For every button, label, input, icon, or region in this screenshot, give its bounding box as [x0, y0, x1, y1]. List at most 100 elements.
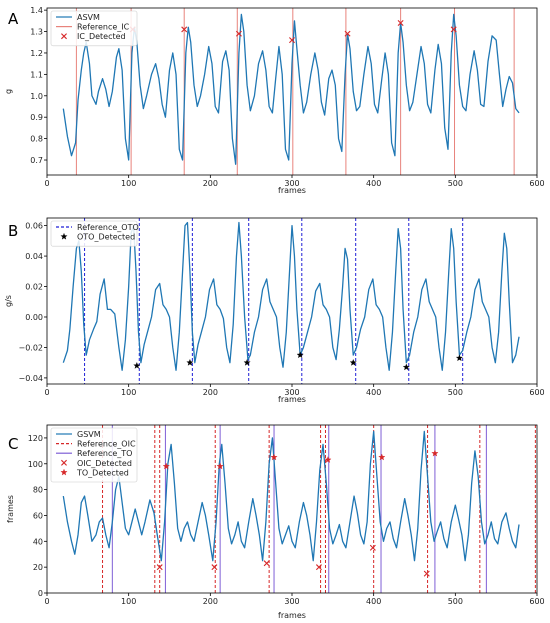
y-tick-label: 0.00 — [25, 313, 43, 322]
y-tick-label: 1.1 — [30, 70, 43, 79]
x-tick-label: 400 — [366, 388, 381, 397]
x-tick-label: 100 — [121, 388, 136, 397]
y-tick-label: 120 — [28, 434, 43, 443]
panel-letter: A — [8, 10, 19, 28]
marker-0-4 — [344, 30, 351, 37]
legend-item: OIC_Detected — [61, 459, 132, 468]
legend-item: TO_Detected — [60, 468, 129, 477]
legend-item: Reference_TO — [56, 449, 132, 458]
series-line-0 — [62, 430, 520, 562]
legend-label: ASVM — [77, 13, 100, 22]
y-tick-label: 100 — [28, 460, 43, 469]
legend-box — [50, 10, 138, 47]
plot-area — [62, 425, 536, 593]
y-tick-label: 40 — [33, 537, 43, 546]
legend-marker — [61, 459, 67, 466]
legend-label: Reference_OTO — [77, 223, 139, 232]
x-tick-label: 300 — [284, 597, 299, 606]
marker-0-2 — [235, 30, 242, 37]
x-tick-label: 300 — [284, 179, 299, 188]
y-tick-label: 0.9 — [30, 113, 43, 122]
panel-letter: C — [8, 435, 18, 453]
x-tick-label: 400 — [366, 597, 381, 606]
legend-label: IC_Detected — [77, 32, 126, 41]
marker-1-2 — [270, 453, 278, 461]
x-axis-label: frames — [278, 186, 306, 195]
x-tick-label: 200 — [203, 179, 218, 188]
y-axis-label: g/s — [4, 295, 13, 307]
y-tick-label: 0.04 — [25, 252, 43, 261]
x-tick-label: 500 — [448, 179, 463, 188]
legend-item: Reference_OIC — [56, 440, 136, 449]
y-tick-label: 1.0 — [30, 92, 43, 101]
x-tick-label: 200 — [203, 388, 218, 397]
marker-0-2 — [243, 358, 251, 366]
legend-label: Reference_IC — [77, 23, 130, 32]
y-tick-label: 20 — [33, 563, 43, 572]
marker-0-6 — [455, 354, 463, 362]
marker-1-3 — [324, 456, 332, 463]
y-tick-label: 0.06 — [25, 222, 43, 231]
y-tick-label: 1.4 — [30, 6, 43, 15]
marker-0-4 — [369, 544, 376, 551]
x-tick-label: 200 — [203, 597, 218, 606]
x-tick-label: 600 — [529, 388, 544, 397]
legend-label: Reference_OIC — [77, 440, 136, 449]
plot-area — [62, 218, 520, 384]
x-tick-label: 0 — [44, 179, 49, 188]
y-tick-label: 1.3 — [30, 28, 43, 37]
series-line-0 — [62, 221, 520, 371]
legend-item: GSVM — [56, 430, 101, 439]
legend-box — [50, 427, 138, 483]
legend-item: Reference_IC — [56, 23, 130, 32]
legend-label: OTO_Detected — [77, 233, 135, 242]
x-tick-label: 0 — [44, 597, 49, 606]
marker-0-5 — [397, 19, 404, 26]
marker-0-1 — [186, 358, 194, 366]
y-tick-label: 0.02 — [25, 283, 43, 292]
marker-0-3 — [315, 564, 322, 571]
legend: GSVMReference_OICReference_TOOIC_Detecte… — [50, 427, 138, 483]
marker-0-1 — [181, 26, 188, 33]
marker-0-2 — [263, 560, 270, 567]
marker-0-3 — [296, 351, 304, 359]
marker-0-0 — [133, 361, 141, 369]
panel-b: 0 100 200 300 400 500 600 −0.04 −0.02 0.00 0.02 0.0… — [4, 217, 545, 404]
legend-box — [50, 220, 138, 247]
y-axis-label: frames — [6, 495, 15, 523]
y-tick-label: −0.02 — [18, 343, 43, 352]
y-tick-label: 0.8 — [30, 135, 43, 144]
legend-item: Reference_OTO — [56, 223, 139, 232]
panel-c: 0 100 200 300 400 500 600 0 20 40 60 80 100 120 frames… — [6, 424, 545, 620]
y-tick-label: 1.2 — [30, 49, 43, 58]
x-axis-label: frames — [278, 395, 306, 404]
marker-0-1 — [211, 564, 218, 571]
x-tick-label: 300 — [284, 388, 299, 397]
panel-a: 0 100 200 300 400 500 600 0.7 0.8 0.9 1.0 1.1 1.2 1.3… — [4, 6, 545, 195]
legend-label: GSVM — [77, 430, 101, 439]
y-tick-label: 0 — [38, 589, 43, 598]
x-tick-label: 500 — [448, 388, 463, 397]
panel-letter: B — [8, 222, 18, 240]
x-tick-label: 500 — [448, 597, 463, 606]
marker-0-5 — [423, 570, 430, 577]
x-axis-label: frames — [278, 611, 306, 620]
y-tick-label: 0.7 — [30, 156, 43, 165]
marker-1-1 — [216, 462, 224, 470]
x-tick-label: 0 — [44, 388, 49, 397]
legend-marker — [61, 33, 67, 40]
marker-0-4 — [349, 358, 357, 366]
y-tick-label: 80 — [33, 486, 43, 495]
y-axis-label: g — [4, 89, 13, 94]
legend-item: OTO_Detected — [60, 233, 135, 242]
y-tick-label: 60 — [33, 511, 43, 520]
marker-0-5 — [402, 363, 410, 371]
x-tick-label: 600 — [529, 179, 544, 188]
marker-1-4 — [378, 453, 386, 461]
legend-label: OIC_Detected — [77, 459, 132, 468]
legend-marker — [60, 468, 68, 476]
legend-item: ASVM — [56, 13, 100, 22]
